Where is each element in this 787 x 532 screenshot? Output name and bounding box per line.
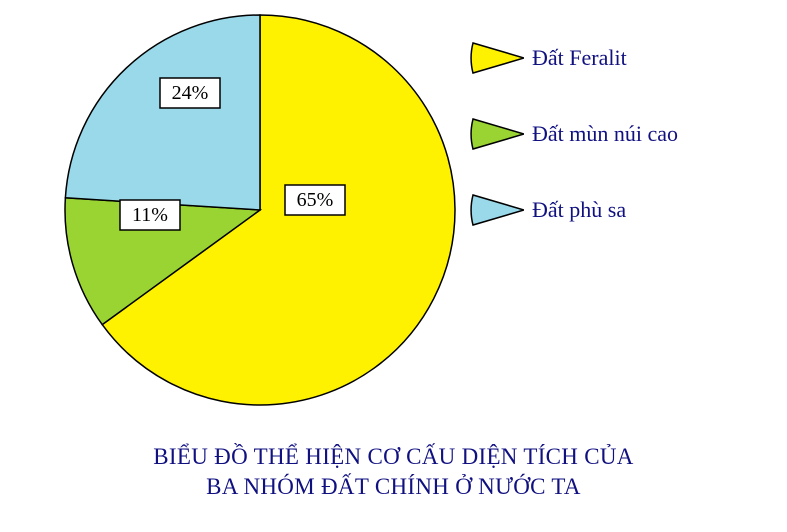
pie-label-mun-nui-cao: 11% <box>132 204 168 226</box>
chart-caption: BIỂU ĐỒ THỂ HIỆN CƠ CẤU DIỆN TÍCH CỦA BA… <box>0 442 787 502</box>
legend-swatch-icon <box>470 116 524 152</box>
legend-item-feralit: Đất Feralit <box>470 40 678 76</box>
caption-line-1: BIỂU ĐỒ THỂ HIỆN CƠ CẤU DIỆN TÍCH CỦA <box>153 444 633 469</box>
legend-item-phu-sa: Đất phù sa <box>470 192 678 228</box>
legend: Đất Feralit Đất mùn núi cao Đất phù sa <box>470 40 678 268</box>
legend-swatch-icon <box>470 192 524 228</box>
caption-line-2: BA NHÓM ĐẤT CHÍNH Ở NƯỚC TA <box>206 474 581 499</box>
legend-label: Đất phù sa <box>532 197 626 223</box>
legend-label: Đất Feralit <box>532 45 627 71</box>
legend-swatch-icon <box>470 40 524 76</box>
pie-slice-phu-sa <box>65 15 260 210</box>
pie-label-feralit: 65% <box>297 189 334 211</box>
legend-item-mun-nui-cao: Đất mùn núi cao <box>470 116 678 152</box>
pie-chart: 65% 11% 24% <box>60 10 460 415</box>
legend-label: Đất mùn núi cao <box>532 121 678 147</box>
pie-label-phu-sa: 24% <box>172 82 209 104</box>
